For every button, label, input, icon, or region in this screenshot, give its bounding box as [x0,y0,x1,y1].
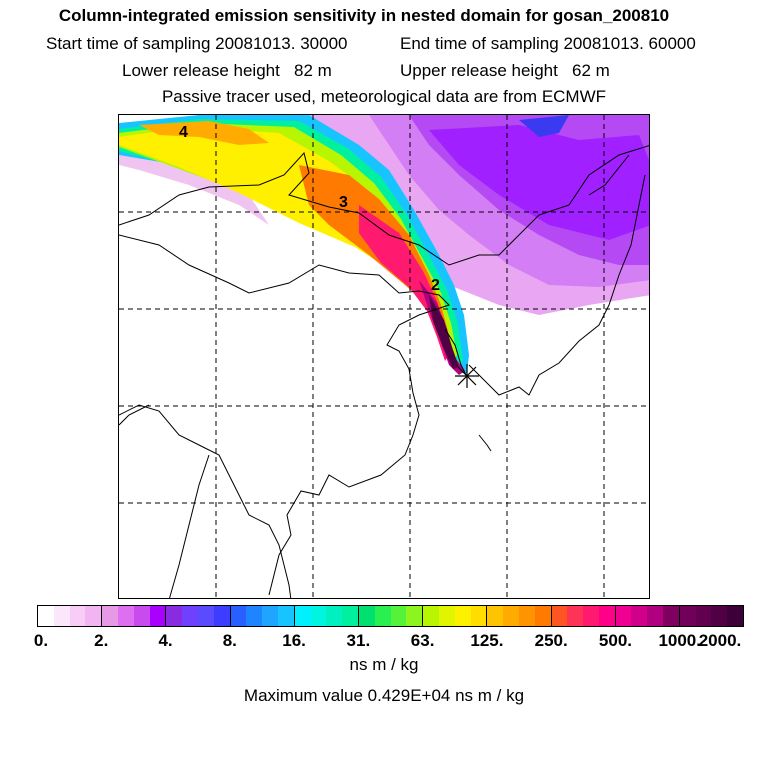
colorbar-cell [85,606,103,626]
lat-lon-grid [119,115,649,598]
sensitivity-map: 4 3 2 [118,114,650,599]
day-label-2: 2 [431,277,440,294]
colorbar-cell [551,606,568,626]
colorbar-cell [149,606,167,626]
day-label-3: 3 [339,194,348,211]
colorbar-cell [310,606,327,626]
colorbar-cell [246,606,263,626]
colorbar-tick-label: 16. [282,631,306,650]
colorbar-cell [213,606,231,626]
colorbar-tick-label: 31. [346,631,371,650]
coastlines [119,145,649,598]
colorbar-cell [695,606,712,626]
colorbar-cell [454,606,471,626]
colorbar-cell [117,606,134,626]
colorbar-cell [438,606,455,626]
colorbar-cell [197,606,214,626]
colorbar-cell [423,606,439,626]
colorbar-cell [727,606,744,626]
colorbar-tick-label: 8. [222,631,237,650]
colorbar-cell [487,606,504,626]
colorbar-tick-label: 4. [158,631,173,650]
colorbar-cell [166,606,183,626]
colorbar-cell [358,606,375,626]
tracer-note: Passive tracer used, meteorological data… [161,87,607,106]
colorbar-cell [38,606,54,626]
colorbar-cell [182,606,198,626]
colorbar-tick-label: 1000. [658,631,701,650]
colorbar-cell [583,606,599,626]
colorbar-cell [326,606,343,626]
colorbar-cell [534,606,552,626]
colorbar-cell [69,606,86,626]
start-time-label: Start time of sampling 20081013. 30000 [46,34,348,53]
colorbar-cell [647,606,664,626]
colorbar-cell [663,606,680,626]
colorbar-cell [503,606,519,626]
lower-release-label: Lower release height 82 m [122,61,332,80]
map-canvas: 4 3 2 [119,115,649,598]
colorbar-cell [518,606,535,626]
colorbar-cell [470,606,488,626]
colorbar [37,605,744,627]
colorbar-units: ns m / kg [349,655,419,674]
maximum-value-label: Maximum value 0.429E+04 ns m / kg [243,686,525,705]
colorbar-cell [230,606,247,626]
colorbar-cell [711,606,728,626]
colorbar-cell [679,606,696,626]
colorbar-cell [277,606,295,626]
colorbar-cell [406,606,424,626]
day-label-4: 4 [179,124,188,141]
colorbar-tick-label: 0. [33,631,49,650]
colorbar-tick-label: 2000. [698,631,742,650]
end-time-label: End time of sampling 20081013. 60000 [400,34,696,53]
upper-release-label: Upper release height 62 m [400,61,610,80]
colorbar-cell [294,606,311,626]
colorbar-tick-label: 125. [470,631,504,650]
colorbar-cell [598,606,616,626]
colorbar-cell [567,606,584,626]
colorbar-cell [262,606,278,626]
colorbar-cell [615,606,632,626]
colorbar-cell [53,606,70,626]
receptor-star-icon [455,364,479,388]
colorbar-cell [133,606,150,626]
colorbar-cell [102,606,118,626]
colorbar-cell [631,606,648,626]
colorbar-cell [390,606,407,626]
colorbar-cell [374,606,391,626]
colorbar-cell [342,606,359,626]
colorbar-tick-label: 250. [534,631,568,650]
colorbar-tick-label: 2. [94,631,109,650]
colorbar-tick-label: 63. [410,631,435,650]
plot-title: Column-integrated emission sensitivity i… [58,6,670,25]
colorbar-tick-label: 500. [598,631,632,650]
